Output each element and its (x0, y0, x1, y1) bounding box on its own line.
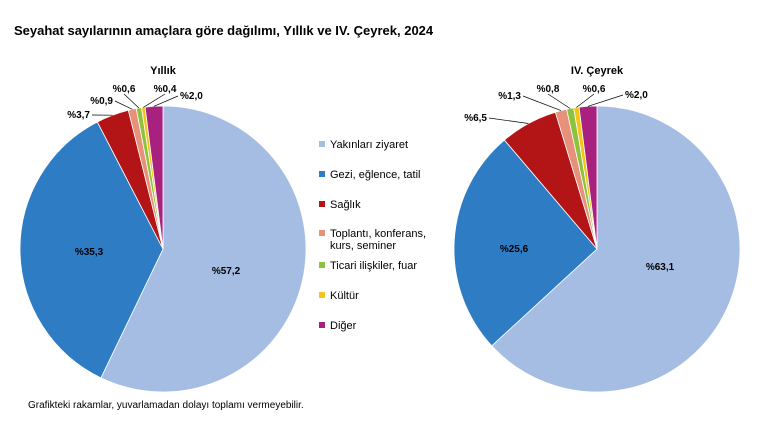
pie-slice-gezi-eglence-tatil (19, 121, 164, 379)
legend-swatch-kultur (319, 292, 325, 298)
data-label: %1,3 (498, 91, 521, 102)
leader-line (547, 93, 571, 109)
leader-line (153, 95, 179, 107)
leader-line (143, 93, 166, 108)
legend-label-yakinlari-ziyaret: Yakınları ziyaret (330, 139, 408, 151)
leader-line (587, 94, 624, 107)
data-label: %0,4 (154, 84, 177, 95)
legend-swatch-toplanti-konferans-kurs-seminer (319, 230, 325, 236)
footnote: Grafikteki rakamlar, yuvarlamadan dolayı… (28, 400, 304, 411)
data-label: %63,1 (646, 262, 675, 273)
legend-label-ticari-iliskiler-fuar: Ticari ilişkiler, fuar (330, 260, 417, 272)
chart-title: Seyahat sayılarının amaçlara göre dağılı… (14, 23, 434, 38)
legend-swatch-gezi-eglence-tatil (319, 171, 325, 177)
pie-chart-ceyrek: IV. Çeyrek %63,1 %25,6 %6,5 %1,3 %0,8 %0,6 %2,0 (453, 65, 741, 393)
pie-slice-gezi-eglence-tatil (453, 139, 598, 347)
leader-line (522, 95, 562, 111)
leader-line (576, 93, 595, 108)
legend-label-saglik: Sağlık (330, 199, 361, 211)
legend-swatch-ticari-iliskiler-fuar (319, 262, 325, 268)
leader-line (123, 93, 140, 109)
data-label: %25,6 (500, 244, 529, 255)
pie-slice-yakinlari-ziyaret (491, 105, 741, 393)
data-label: %0,6 (583, 84, 606, 95)
pie-chart-yillik: Yıllık %57,2 %35,3 %3,7%0,9%0,6 %0,4%2,0 (19, 65, 307, 393)
data-label: %6,5 (464, 113, 487, 124)
legend-swatch-yakinlari-ziyaret (319, 141, 325, 147)
legend-label-toplanti-konferans-kurs-seminer: Toplantı, konferans, (330, 228, 426, 240)
data-label: %0,9 (90, 96, 113, 107)
data-label: %2,0 (180, 91, 203, 102)
legend-label-diger: Diğer (330, 320, 357, 332)
leader-line (488, 117, 529, 124)
legend-label-toplanti-konferans-kurs-seminer: kurs, seminer (330, 240, 396, 252)
pie-subtitle: Yıllık (150, 65, 177, 77)
data-label: %2,0 (625, 90, 648, 101)
legend-swatch-diger (319, 322, 325, 328)
pie-subtitle: IV. Çeyrek (571, 65, 624, 77)
data-label: %0,8 (537, 84, 560, 95)
legend-label-gezi-eglence-tatil: Gezi, eğlence, tatil (330, 169, 421, 181)
legend-swatch-saglik (319, 201, 325, 207)
data-label: %35,3 (75, 247, 104, 258)
data-label: %0,6 (113, 84, 136, 95)
pie-slice-yakinlari-ziyaret (100, 105, 307, 393)
data-label: %57,2 (212, 266, 241, 277)
data-label: %3,7 (67, 110, 90, 121)
legend-label-kultur: Kültür (330, 290, 359, 302)
legend: Yakınları ziyaret Gezi, eğlence, tatil Sağ… (319, 139, 426, 332)
leader-line (114, 100, 133, 110)
